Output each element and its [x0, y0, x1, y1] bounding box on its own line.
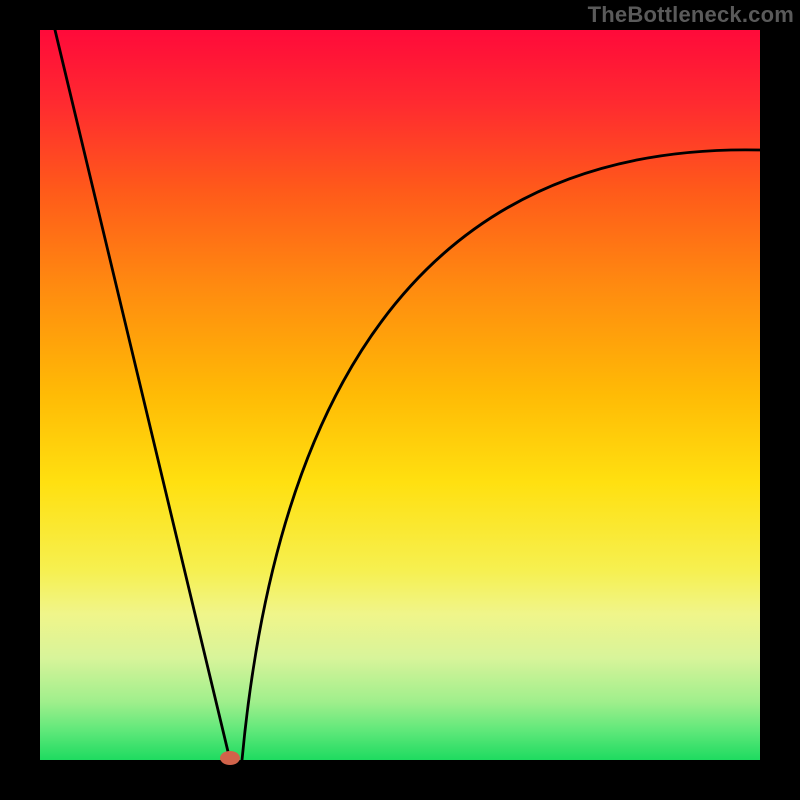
bottleneck-chart	[0, 0, 800, 800]
watermark: TheBottleneck.com	[588, 2, 794, 28]
notch-marker	[220, 751, 240, 765]
plot-background	[40, 30, 760, 760]
